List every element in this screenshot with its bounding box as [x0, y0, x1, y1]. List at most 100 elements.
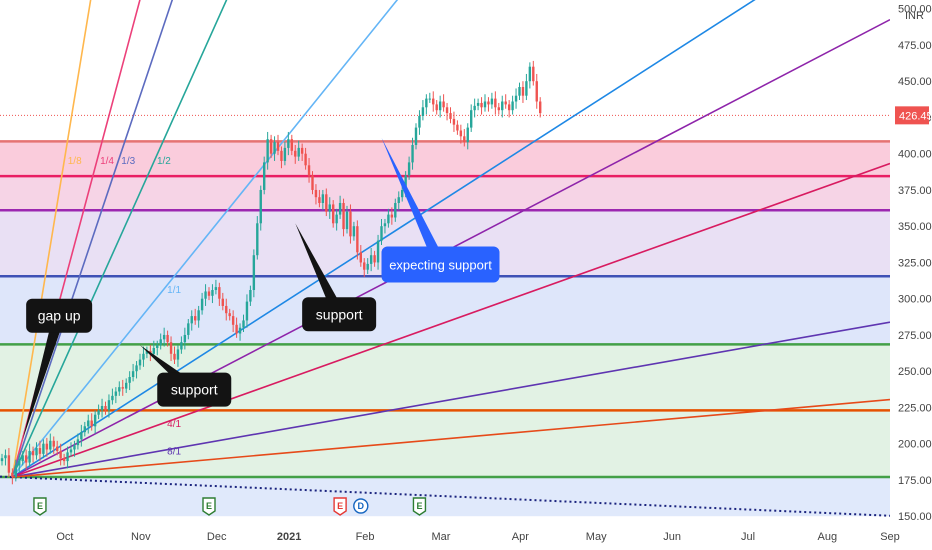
candle-body — [0, 458, 4, 462]
price-band — [0, 176, 890, 211]
candle-body — [35, 448, 38, 456]
price-tick-label: 200.00 — [898, 439, 932, 451]
candle-body — [425, 98, 428, 108]
candle-body — [463, 136, 466, 143]
fan-label: 1/2 — [157, 156, 171, 167]
candle-body — [514, 95, 518, 102]
candle-body — [156, 345, 159, 348]
earnings-marker[interactable] — [412, 497, 427, 516]
candle-body — [138, 359, 142, 366]
fan-line — [11, 0, 174, 478]
price-tick-label: 450.00 — [898, 76, 932, 88]
candle-body — [235, 324, 238, 334]
price-axis: 500.00475.00450.00425.00400.00375.00350.… — [890, 0, 932, 550]
fan-label: 1/1 — [167, 285, 181, 296]
currency-label: INR — [905, 10, 924, 22]
time-tick-label: Apr — [512, 531, 529, 543]
candle-body — [338, 203, 342, 215]
candle-body — [535, 81, 538, 102]
candle-body — [487, 101, 490, 105]
candle-body — [97, 410, 100, 415]
candle-body — [197, 310, 200, 321]
candle-body — [287, 139, 290, 148]
candle-body — [100, 406, 104, 411]
candle-body — [31, 450, 35, 456]
candle-body — [245, 301, 249, 321]
candle-body — [259, 189, 262, 224]
candle-body — [280, 150, 283, 161]
candle-body — [470, 110, 473, 128]
candle-body — [297, 147, 300, 157]
callout-box[interactable] — [302, 297, 377, 332]
candle-body — [21, 455, 24, 462]
candle-body — [401, 189, 404, 198]
candle-body — [118, 387, 121, 392]
candle-body — [532, 66, 535, 82]
earnings-marker[interactable] — [333, 497, 347, 516]
annotations: gap up support support expecting support — [22, 137, 500, 440]
candle-body — [349, 211, 352, 237]
candle-body — [483, 101, 487, 108]
callout-label: gap up — [38, 308, 81, 324]
candle-body — [407, 162, 411, 176]
candle-body — [190, 316, 193, 324]
candle-body — [207, 291, 211, 296]
candle-body — [166, 334, 169, 343]
candle-body — [342, 203, 345, 230]
candle-body — [311, 175, 314, 190]
price-candles — [0, 60, 542, 485]
fan-label: 1/3 — [121, 156, 135, 167]
time-tick-label: Feb — [356, 531, 375, 543]
candle-body — [321, 194, 325, 203]
candle-body — [83, 426, 86, 433]
candle-body — [276, 142, 280, 151]
price-tick-label: 225.00 — [898, 402, 932, 414]
event-label: E — [37, 501, 43, 511]
earnings-marker[interactable] — [33, 497, 47, 516]
candle-body — [225, 305, 228, 314]
candle-body — [366, 263, 369, 270]
candle-body — [142, 353, 145, 360]
candle-body — [428, 98, 431, 100]
candle-body — [363, 262, 366, 270]
callout-box[interactable] — [26, 298, 93, 333]
event-label: D — [358, 501, 365, 511]
candle-body — [28, 450, 31, 463]
fan-line — [12, 321, 890, 478]
candle-body — [69, 449, 73, 453]
candle-body — [383, 223, 387, 227]
dividend-marker[interactable] — [353, 498, 369, 514]
candle-body — [432, 98, 435, 105]
candle-body — [104, 406, 107, 411]
event-label: E — [206, 501, 212, 511]
time-tick-label: Mar — [431, 531, 450, 543]
candle-body — [511, 101, 514, 111]
time-tick-label: Dec — [207, 531, 227, 543]
event-label: E — [337, 501, 343, 511]
candle-body — [325, 194, 328, 212]
callout-box[interactable] — [157, 372, 232, 407]
candle-body — [87, 420, 90, 427]
candle-body — [49, 440, 52, 450]
callout-pointer — [295, 223, 345, 317]
candle-body — [497, 107, 500, 111]
price-tick-label: 400.00 — [898, 149, 932, 161]
price-tick-label: 475.00 — [898, 40, 932, 52]
candle-body — [369, 255, 373, 264]
candle-body — [539, 101, 542, 114]
price-tick-label: 250.00 — [898, 366, 932, 378]
candle-body — [452, 118, 456, 125]
candle-body — [307, 165, 311, 176]
candle-body — [56, 446, 59, 451]
candle-body — [397, 197, 400, 203]
candle-body — [45, 443, 49, 450]
earnings-marker[interactable] — [202, 497, 216, 516]
candle-body — [414, 127, 418, 145]
horizontal-levels — [0, 114, 890, 479]
time-tick-label: 2021 — [277, 531, 301, 543]
callout-box[interactable] — [381, 246, 500, 283]
time-tick-label: Jul — [741, 531, 755, 543]
price-tick-label: 500.00 — [898, 4, 932, 16]
